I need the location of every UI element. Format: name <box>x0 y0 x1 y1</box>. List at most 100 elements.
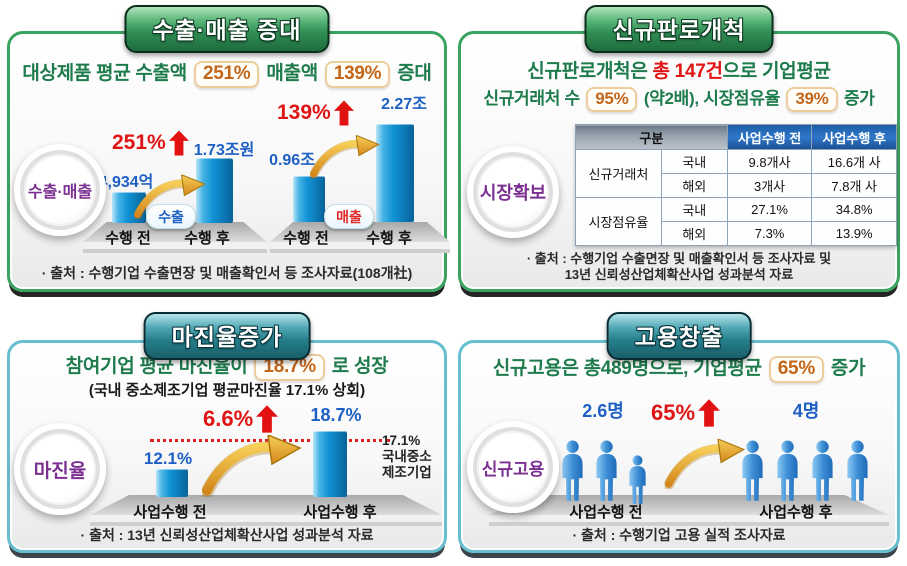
bar-margin-before <box>156 469 188 497</box>
x-label-export-after: 수행 후 <box>184 230 230 247</box>
headline-new-market-line1: 신규판로개척은 총 147건으로 기업평균 <box>461 56 897 83</box>
badge-label: 수출·매출 <box>27 184 93 201</box>
headline-segment: 신규거래처 수 <box>483 89 580 108</box>
headline-segment: (약2배), 시장점유율 <box>643 89 780 108</box>
value-label-sales-before: 0.96조 <box>269 152 315 169</box>
panel-margin: 마진율증가 참여기업 평균 마진율이 18.7% 로 성장 (국내 중소제조기업… <box>7 312 447 561</box>
platform-3d-sales <box>270 222 450 253</box>
increase-value: 139% <box>277 101 331 124</box>
table-row: 해외 7.3% 13.9% <box>576 221 897 246</box>
table-cell-group: 신규거래처 <box>575 149 662 198</box>
x-label-margin-before: 사업수행 전 <box>133 504 207 521</box>
series-pill-export: 수출 <box>146 204 196 229</box>
up-arrow-icon <box>256 405 278 433</box>
value-label-employment-after: 4명 <box>792 401 820 421</box>
increase-value: 251% <box>112 131 166 154</box>
reference-label: 17.1% 국내중소 제조기업 <box>382 433 432 481</box>
value-label-sales-after: 2.27조 <box>381 96 427 113</box>
headline-margin-subline: (국내 중소제조기업 평균마진율 17.1% 상회) <box>88 382 366 399</box>
value-label-employment-before: 2.6명 <box>582 401 624 421</box>
value-chip-employment: 65% <box>768 356 824 383</box>
panel-body-margin: 참여기업 평균 마진율이 18.7% 로 성장 (국내 중소제조기업 평균마진율… <box>7 340 447 553</box>
person-icon <box>842 425 873 517</box>
section-title-text: 신규판로개척 <box>612 17 746 43</box>
source-note-employment: · 출처 : 수행기업 고용 실적 조사자료 <box>572 527 786 543</box>
value-label-export-before: 4,934억 <box>98 174 154 191</box>
increase-callout-sales: 139% <box>277 100 354 126</box>
table-header-before: 사업수행 전 <box>726 124 813 150</box>
table-cell-after: 13.9% <box>811 221 897 246</box>
x-label-margin-after: 사업수행 후 <box>303 504 377 521</box>
x-label-employment-before: 사업수행 전 <box>569 504 643 521</box>
table-header-after: 사업수행 후 <box>811 124 897 150</box>
section-banner-margin: 마진율증가 <box>143 312 311 360</box>
badge-export-sales: 수출·매출 <box>14 144 106 236</box>
headline-segment: 참여기업 평균 마진율이 <box>65 356 248 377</box>
table-row: 시장점유율 국내 27.1% 34.8% <box>575 197 897 246</box>
badge-margin: 마진율 <box>14 423 106 515</box>
reference-value: 17.1% <box>382 433 421 448</box>
headline-emphasis: 총 147건 <box>652 61 723 82</box>
bar-sales-after <box>376 124 414 222</box>
table-cell-after: 16.6개 사 <box>811 149 897 174</box>
section-title-text: 고용창출 <box>634 324 724 350</box>
platform-3d-employment <box>489 495 889 526</box>
bar-export-after <box>196 158 233 223</box>
increase-callout-margin: 6.6% <box>203 405 278 433</box>
source-note-new-market-line1: · 출처 : 수행기업 수출면장 및 매출확인서 등 조사자료 및 <box>526 251 832 266</box>
table-header-row: 구분 사업수행 전 사업수행 후 <box>575 124 897 150</box>
badge-new-employment: 신규고용 <box>467 421 559 513</box>
series-pill-label: 매출 <box>336 208 362 225</box>
headline-employment: 신규고용은 총489명으로, 기업평균 65% 증가 <box>461 353 897 383</box>
table-cell-sub: 국내 <box>660 149 728 174</box>
headline-segment: 신규판로개척은 <box>527 61 648 82</box>
headline-segment: 신규고용은 총489명으로, 기업평균 <box>492 358 762 379</box>
growth-arrow-icon <box>196 435 308 497</box>
increase-value: 6.6% <box>203 406 254 431</box>
x-label-sales-after: 수행 후 <box>366 230 412 247</box>
value-label-margin-before: 12.1% <box>143 449 193 468</box>
x-label-employment-after: 사업수행 후 <box>759 504 833 521</box>
panel-export-sales: 수출·매출 증대 대상제품 평균 수출액 251% 매출액 139% 증대 수출… <box>7 5 450 300</box>
value-chip-sales-increase: 139% <box>324 61 391 88</box>
section-banner-employment: 고용창출 <box>606 312 752 360</box>
value-chip-export-increase: 251% <box>193 61 260 88</box>
table-cell-after: 34.8% <box>811 197 897 222</box>
source-note-export-sales: · 출처 : 수행기업 수출면장 및 매출확인서 등 조사자료(108개社) <box>41 265 413 281</box>
value-label-export-after: 1.73조원 <box>193 142 255 159</box>
headline-segment: 증가 <box>830 358 866 379</box>
increase-value: 65% <box>651 400 696 425</box>
increase-callout-employment: 65% <box>651 399 720 427</box>
section-banner-export-sales: 수출·매출 증대 <box>124 5 330 53</box>
bar-sales-before <box>293 176 325 222</box>
source-note-new-market-line2: 13년 신뢰성산업체확산사업 성과분석 자료 <box>564 267 794 282</box>
section-banner-new-market: 신규판로개척 <box>584 5 774 53</box>
up-arrow-icon <box>698 399 720 427</box>
badge-market-secure: 시장확보 <box>467 146 559 238</box>
table-cell-before: 27.1% <box>726 197 813 222</box>
headline-export-sales: 대상제품 평균 수출액 251% 매출액 139% 증대 <box>10 58 444 88</box>
reference-text: 국내중소 <box>382 449 432 464</box>
table-cell-before: 9.8개사 <box>726 149 813 174</box>
headline-segment: 으로 기업평균 <box>722 61 831 82</box>
headline-segment: 증가 <box>843 89 875 108</box>
table-cell-sub: 국내 <box>660 197 728 222</box>
bar-margin-after <box>313 431 347 497</box>
panel-new-market: 신규판로개척 신규판로개척은 총 147건으로 기업평균 신규거래처 수 95%… <box>458 5 900 300</box>
panel-body-new-market: 신규판로개척은 총 147건으로 기업평균 신규거래처 수 95% (약2배),… <box>458 31 900 292</box>
up-arrow-icon <box>334 100 354 126</box>
increase-callout-export: 251% <box>112 130 189 156</box>
value-chip-share-increase: 39% <box>786 87 838 112</box>
table-header-category: 구분 <box>575 124 728 150</box>
headline-new-market-line2: 신규거래처 수 95% (약2배), 시장점유율 39% 증가 <box>461 84 897 112</box>
panel-employment: 고용창출 신규고용은 총489명으로, 기업평균 65% 증가 신규고용 <box>458 312 900 561</box>
table-cell-after: 7.8개 사 <box>811 173 897 198</box>
table-cell-group: 시장점유율 <box>575 197 662 246</box>
table-cell-before: 3개사 <box>726 173 813 198</box>
table-cell-sub: 해외 <box>660 221 728 246</box>
section-title-text: 수출·매출 증대 <box>152 17 302 43</box>
badge-label: 신규고용 <box>481 459 545 479</box>
reference-text: 제조기업 <box>382 465 432 480</box>
table-row: 신규거래처 국내 9.8개사 16.6개 사 <box>575 149 897 198</box>
table-cell-before: 7.3% <box>726 221 813 246</box>
